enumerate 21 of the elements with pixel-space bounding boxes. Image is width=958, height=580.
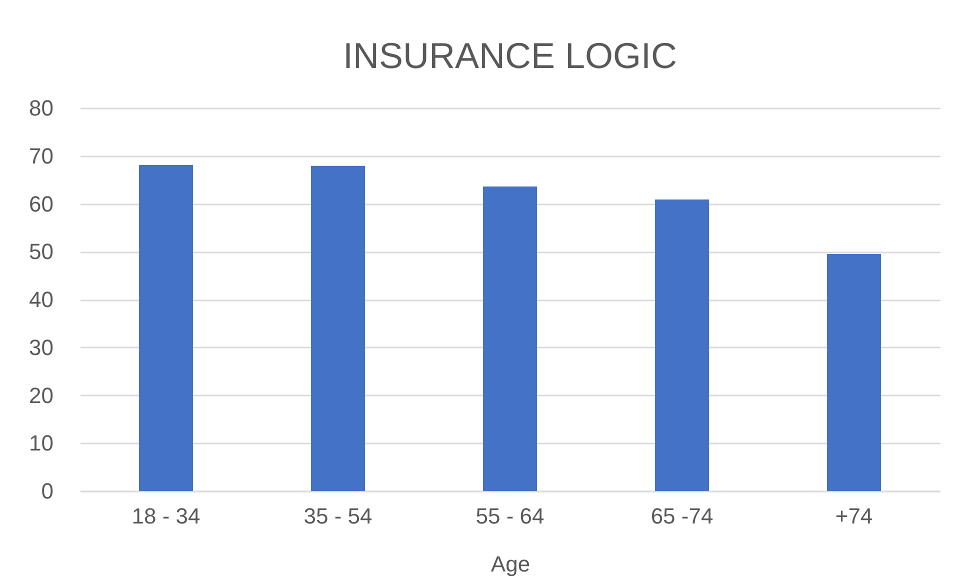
x-tick-label: 35 - 54 (304, 504, 372, 528)
y-tick-label: 70 (29, 143, 54, 168)
y-tick-label: 30 (29, 334, 54, 360)
bar (826, 254, 882, 491)
x-tick-label: +74 (835, 504, 873, 528)
x-tick-label: 18 - 34 (132, 504, 200, 528)
bar (482, 186, 538, 491)
bar (654, 199, 710, 491)
y-tick-label: 60 (29, 191, 54, 216)
y-tick-label: 80 (29, 96, 54, 120)
x-axis-title: Age (490, 552, 530, 576)
x-tick-label: 55 - 64 (476, 504, 544, 528)
chart-title: INSURANCE LOGIC (342, 35, 678, 76)
y-tick-label: 10 (29, 430, 54, 456)
bar (310, 166, 366, 491)
bar (138, 164, 194, 491)
y-tick-label: 0 (41, 478, 54, 504)
y-tick-label: 20 (29, 382, 54, 408)
y-tick-label: 50 (29, 239, 54, 264)
x-tick-label: 65 -74 (650, 504, 714, 528)
y-tick-label: 40 (29, 287, 54, 312)
